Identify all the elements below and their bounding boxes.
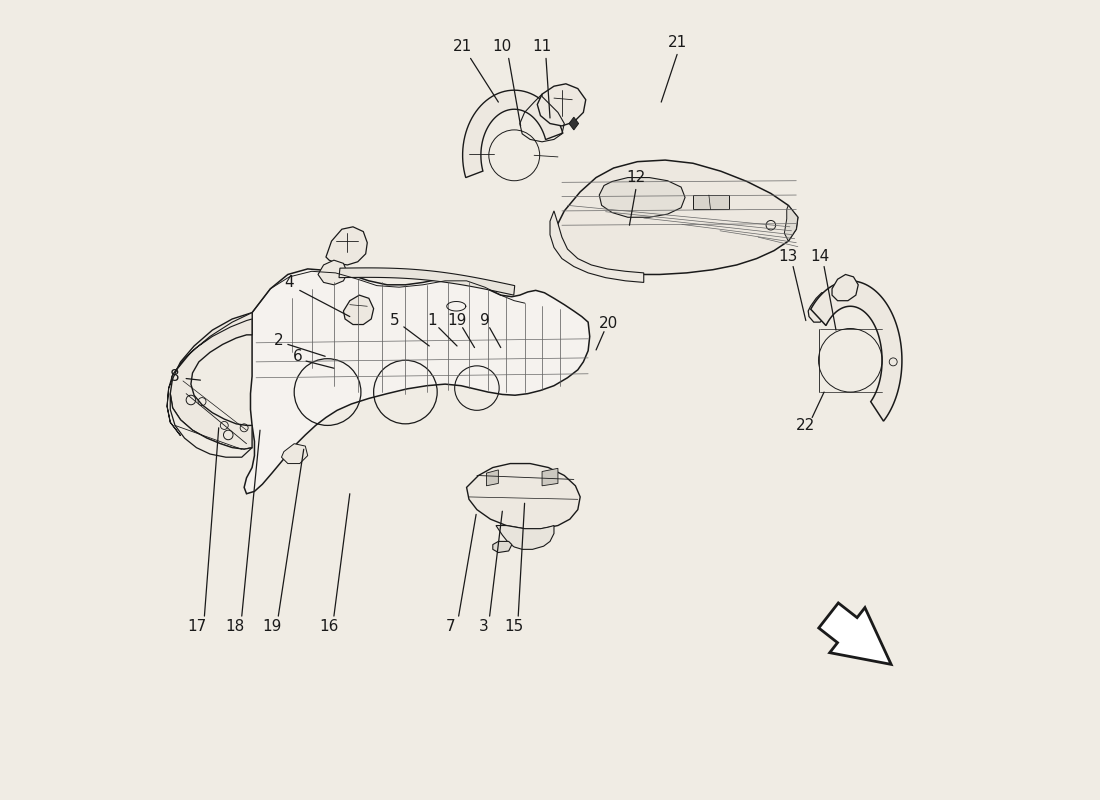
Text: 5: 5 — [390, 313, 400, 328]
Text: 2: 2 — [274, 333, 283, 348]
Polygon shape — [170, 313, 252, 450]
Text: 4: 4 — [285, 275, 294, 290]
Text: 9: 9 — [480, 313, 490, 328]
Text: 6: 6 — [294, 349, 302, 364]
Polygon shape — [339, 268, 515, 295]
Polygon shape — [170, 394, 252, 457]
Polygon shape — [808, 293, 829, 322]
Polygon shape — [343, 295, 374, 325]
Polygon shape — [558, 160, 798, 274]
Text: 15: 15 — [505, 619, 524, 634]
Text: 20: 20 — [600, 316, 618, 331]
Polygon shape — [569, 117, 579, 130]
Text: 19: 19 — [448, 313, 466, 328]
Polygon shape — [486, 470, 498, 486]
Polygon shape — [542, 468, 558, 486]
Text: 10: 10 — [493, 39, 512, 54]
Polygon shape — [463, 90, 563, 178]
Polygon shape — [784, 206, 798, 241]
Text: 21: 21 — [453, 39, 472, 54]
Text: 21: 21 — [668, 35, 686, 50]
Polygon shape — [693, 195, 728, 210]
Text: 7: 7 — [446, 619, 455, 634]
Text: 3: 3 — [480, 619, 488, 634]
Polygon shape — [282, 444, 308, 463]
Polygon shape — [811, 281, 902, 421]
Text: 16: 16 — [319, 619, 339, 634]
Text: 11: 11 — [532, 39, 552, 54]
Text: 13: 13 — [779, 250, 798, 265]
Polygon shape — [818, 603, 891, 664]
Text: 18: 18 — [226, 619, 245, 634]
Text: 1: 1 — [428, 313, 437, 328]
Polygon shape — [326, 227, 367, 265]
Polygon shape — [244, 269, 590, 494]
Text: 22: 22 — [796, 418, 815, 433]
Polygon shape — [496, 526, 554, 550]
Polygon shape — [493, 542, 512, 553]
Text: 8: 8 — [170, 369, 179, 384]
Polygon shape — [832, 274, 858, 301]
Polygon shape — [600, 178, 685, 218]
Text: 14: 14 — [811, 250, 829, 265]
Polygon shape — [318, 260, 348, 285]
Polygon shape — [550, 211, 644, 282]
Polygon shape — [537, 84, 586, 126]
Text: 12: 12 — [626, 170, 646, 185]
Text: 17: 17 — [188, 619, 207, 634]
Text: 19: 19 — [262, 619, 282, 634]
Polygon shape — [466, 463, 580, 529]
Polygon shape — [167, 313, 252, 436]
